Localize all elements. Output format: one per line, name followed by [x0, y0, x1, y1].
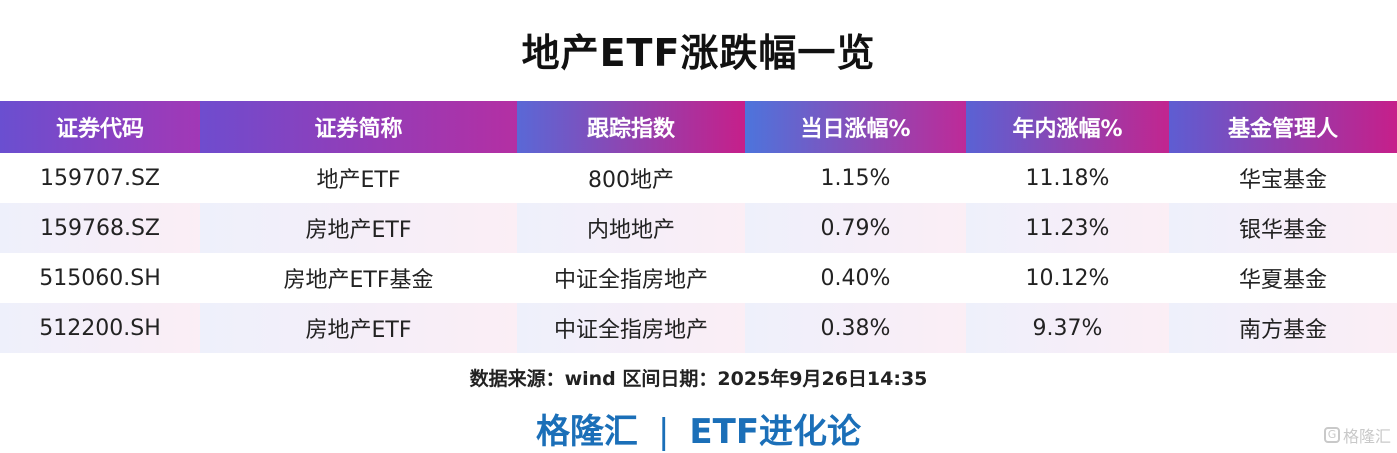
cell-fund-manager: 华宝基金 [1169, 153, 1397, 203]
cell-security-code: 159768.SZ [0, 203, 200, 253]
etf-performance-table: 证券代码 证券简称 跟踪指数 当日涨幅% 年内涨幅% 基金管理人 159707.… [0, 101, 1397, 353]
cell-security-name: 房地产ETF [200, 203, 517, 253]
brand-column-name: ETF进化论 [689, 412, 862, 452]
table-row: 515060.SH 房地产ETF基金 中证全指房地产 0.40% 10.12% … [0, 253, 1397, 303]
cell-fund-manager: 华夏基金 [1169, 253, 1397, 303]
table-row: 512200.SH 房地产ETF 中证全指房地产 0.38% 9.37% 南方基… [0, 303, 1397, 353]
cell-daily-change: 0.38% [745, 303, 966, 353]
brand-separator: | [657, 412, 670, 452]
cell-security-code: 515060.SH [0, 253, 200, 303]
cell-ytd-change: 11.23% [966, 203, 1169, 253]
cell-security-name: 房地产ETF [200, 303, 517, 353]
cell-tracking-index: 中证全指房地产 [517, 253, 745, 303]
table-header-row: 证券代码 证券简称 跟踪指数 当日涨幅% 年内涨幅% 基金管理人 [0, 101, 1397, 153]
cell-daily-change: 1.15% [745, 153, 966, 203]
gelonghui-logo-icon: G [1323, 427, 1340, 443]
table-row: 159768.SZ 房地产ETF 内地地产 0.79% 11.23% 银华基金 [0, 203, 1397, 253]
cell-ytd-change: 9.37% [966, 303, 1169, 353]
cell-security-name: 房地产ETF基金 [200, 253, 517, 303]
header-security-code: 证券代码 [0, 101, 200, 153]
cell-tracking-index: 内地地产 [517, 203, 745, 253]
watermark: G 格隆汇 [1323, 423, 1391, 447]
cell-security-code: 159707.SZ [0, 153, 200, 203]
cell-fund-manager: 银华基金 [1169, 203, 1397, 253]
cell-tracking-index: 800地产 [517, 153, 745, 203]
cell-fund-manager: 南方基金 [1169, 303, 1397, 353]
cell-daily-change: 0.79% [745, 203, 966, 253]
header-daily-change: 当日涨幅% [745, 101, 966, 153]
brand-footer: 格隆汇 | ETF进化论 [0, 404, 1397, 453]
header-tracking-index: 跟踪指数 [517, 101, 745, 153]
header-ytd-change: 年内涨幅% [966, 101, 1169, 153]
brand-name: 格隆汇 [535, 412, 638, 452]
table-row: 159707.SZ 地产ETF 800地产 1.15% 11.18% 华宝基金 [0, 153, 1397, 203]
cell-security-name: 地产ETF [200, 153, 517, 203]
header-fund-manager: 基金管理人 [1169, 101, 1397, 153]
header-security-name: 证券简称 [200, 101, 517, 153]
cell-tracking-index: 中证全指房地产 [517, 303, 745, 353]
data-source-note: 数据来源：wind 区间日期：2025年9月26日14:35 [469, 368, 928, 390]
cell-security-code: 512200.SH [0, 303, 200, 353]
page-title: 地产ETF涨跌幅一览 [521, 31, 876, 75]
watermark-text: 格隆汇 [1342, 427, 1391, 446]
cell-ytd-change: 11.18% [966, 153, 1169, 203]
cell-ytd-change: 10.12% [966, 253, 1169, 303]
cell-daily-change: 0.40% [745, 253, 966, 303]
